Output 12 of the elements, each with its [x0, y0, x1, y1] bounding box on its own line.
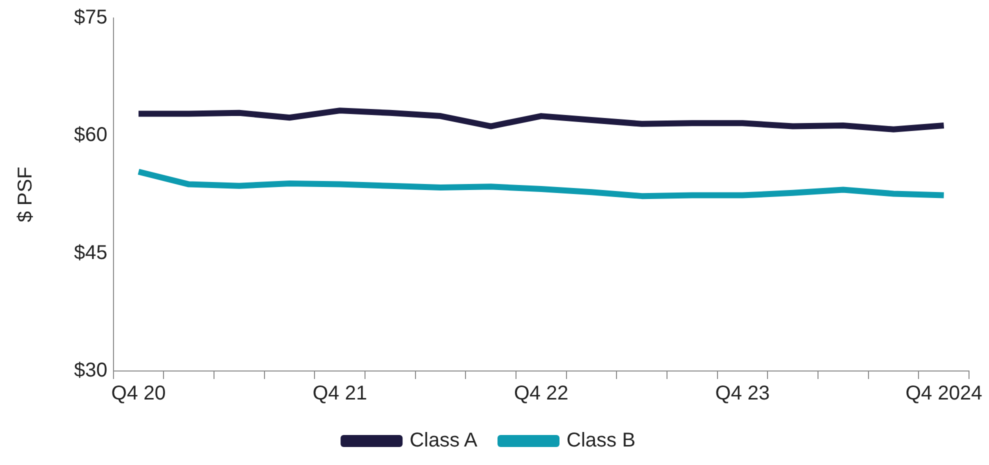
x-tick-label: Q4 21 [312, 382, 368, 405]
y-tick-label: $60 [74, 124, 108, 146]
x-tick-label: Q4 23 [715, 382, 770, 405]
legend-label: Class B [566, 430, 636, 452]
x-tick-label: Q4 22 [514, 382, 568, 405]
y-axis-title: $ PSF [14, 166, 37, 222]
x-tick-label: Q4 2024 [905, 382, 982, 405]
y-tick-label: $45 [74, 242, 108, 264]
y-tick-label: $75 [74, 6, 108, 29]
legend-label: Class A [410, 430, 478, 452]
x-tick-label: Q4 20 [111, 382, 166, 405]
y-tick-label: $30 [74, 360, 108, 382]
